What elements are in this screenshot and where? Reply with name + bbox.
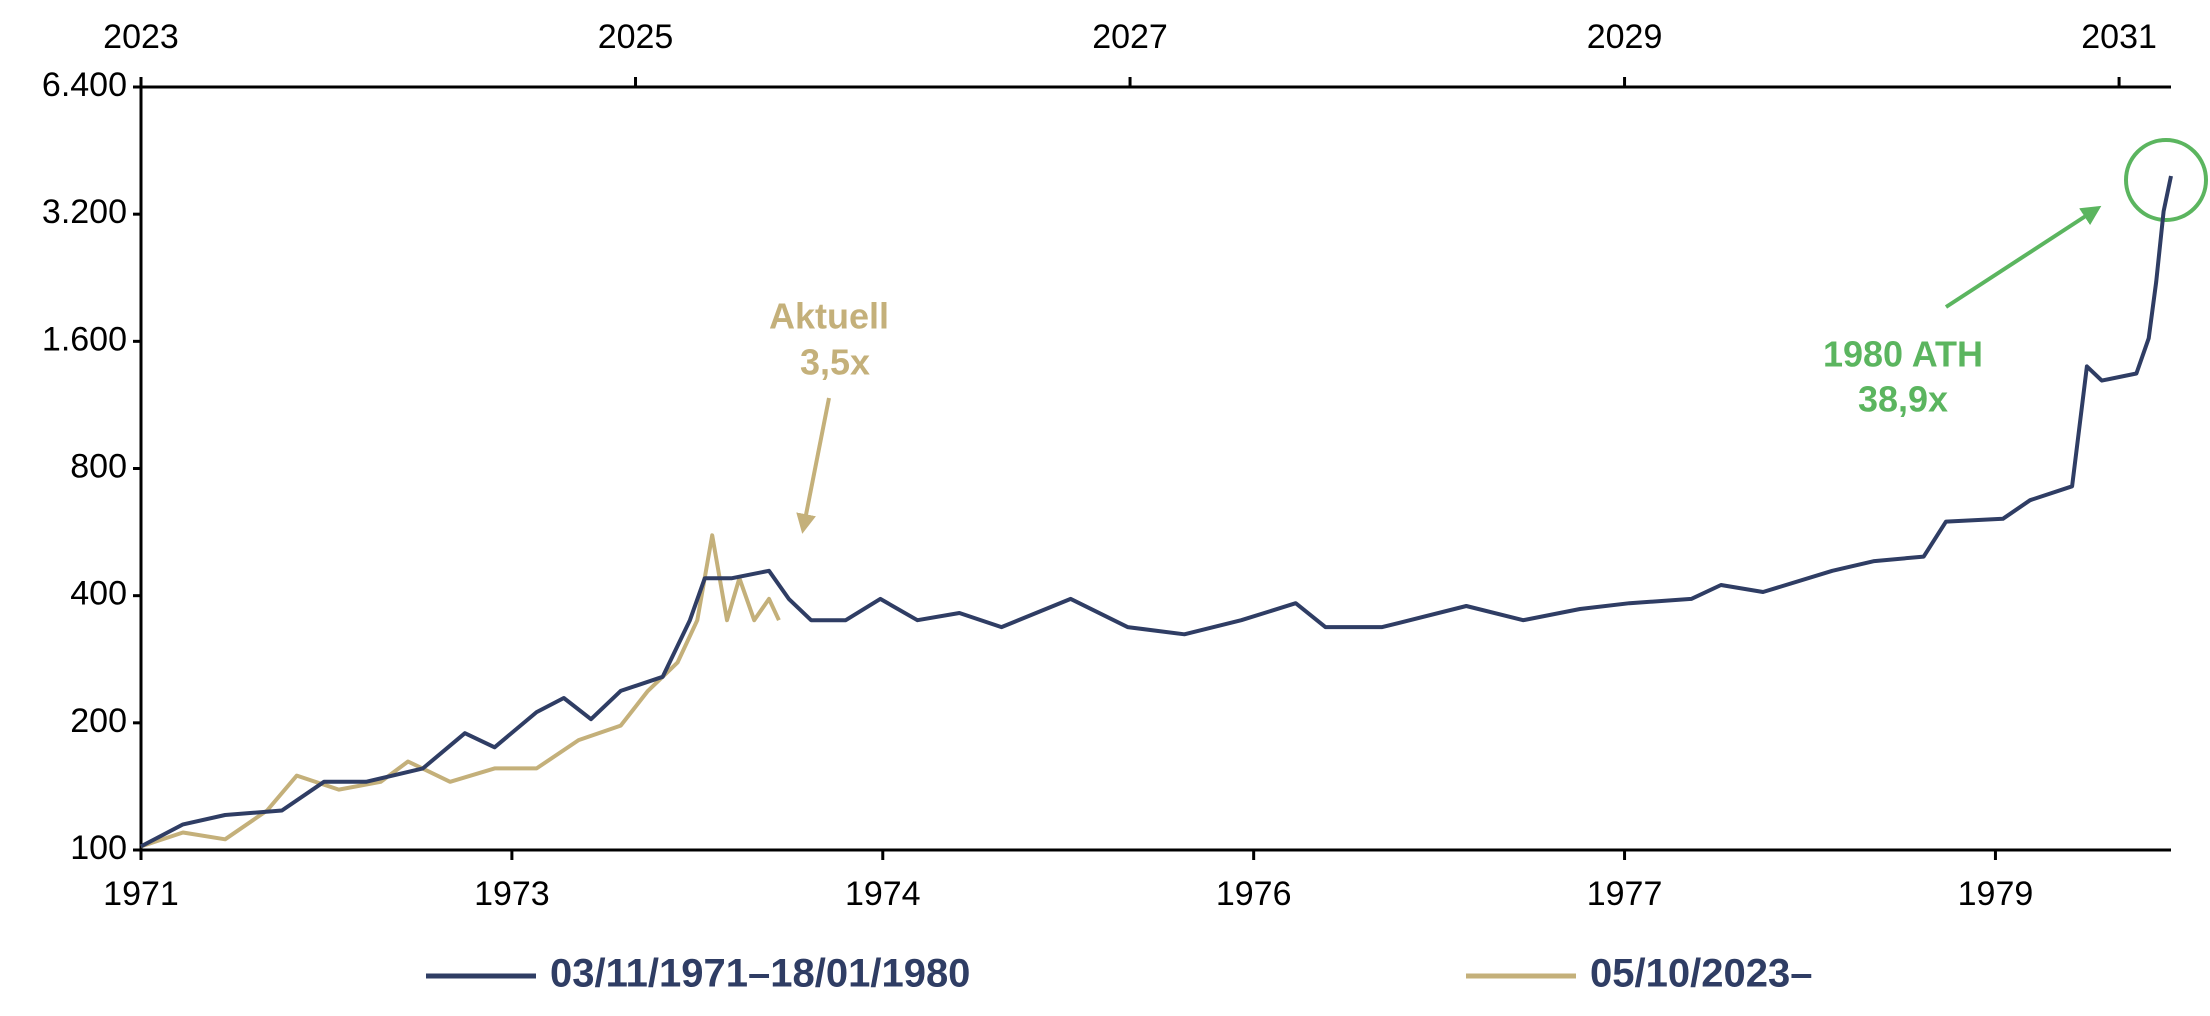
y-tick-label: 400 [70,575,127,613]
y-tick-label: 6.400 [42,66,127,104]
y-tick-label: 800 [70,447,127,485]
x-tick-label: 1976 [1216,875,1292,913]
x2-tick-label: 2027 [1092,18,1168,56]
arrow [1944,205,2102,309]
series-line [140,175,2173,849]
y-tick-label: 1.600 [42,320,127,358]
highlight-circle [2124,138,2208,222]
x-tick-label: 1973 [474,875,550,913]
x-tick-label: 1977 [1587,875,1663,913]
annotation: Aktuell [769,296,889,337]
annotation: 38,9x [1858,379,1948,420]
x-tick-label: 1974 [845,875,921,913]
x2-tick-label: 2029 [1587,18,1663,56]
y-tick-label: 3.200 [42,193,127,231]
x2-tick-label: 2031 [2081,18,2157,56]
x2-tick-label: 2023 [103,18,179,56]
x2-tick-label: 2025 [598,18,674,56]
annotation: 3,5x [800,342,870,383]
series-line [140,533,781,849]
y-tick-label: 200 [70,702,127,740]
x-tick-label: 1971 [103,875,179,913]
y-tick-label: 100 [70,829,127,867]
arrow [796,397,831,534]
x-tick-label: 1979 [1958,875,2034,913]
axes [139,85,2171,852]
annotation: 1980 ATH [1823,334,1983,375]
legend-label: 03/11/1971–18/01/1980 [550,952,970,996]
legend-label: 05/10/2023– [1590,952,1812,996]
